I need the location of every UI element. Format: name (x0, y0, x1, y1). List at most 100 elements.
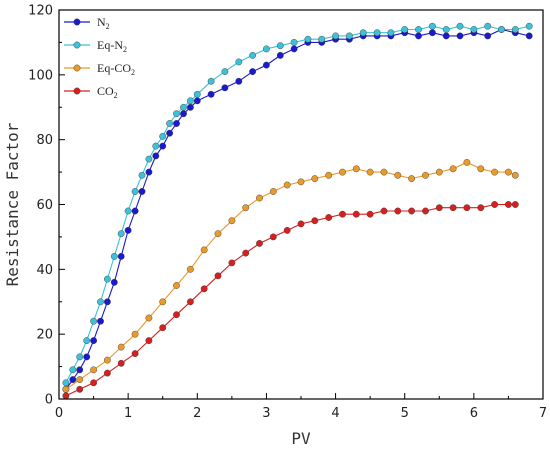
data-point (511, 26, 519, 33)
data-point (138, 188, 146, 195)
legend-label: Eq-N2 (97, 38, 127, 54)
data-point (228, 217, 236, 225)
legend-label: CO2 (97, 84, 118, 100)
data-point (477, 204, 485, 212)
data-point (311, 175, 319, 183)
data-point (76, 353, 84, 361)
data-point (449, 165, 457, 173)
data-point (283, 181, 291, 189)
data-point (152, 142, 160, 150)
data-point (207, 90, 215, 98)
data-point (235, 77, 243, 85)
data-point (131, 350, 139, 357)
data-point (76, 385, 84, 393)
data-point (90, 366, 98, 374)
data-point (76, 376, 84, 383)
data-point (304, 35, 312, 43)
legend-marker (73, 87, 81, 95)
data-point (428, 29, 436, 37)
data-point (525, 32, 533, 40)
data-point (200, 285, 208, 293)
data-point (269, 188, 277, 195)
series-0 (62, 26, 533, 393)
y-tick-label: 40 (36, 263, 53, 278)
x-tick-label: 3 (262, 406, 270, 421)
data-point (401, 26, 409, 33)
legend-entry: N2 (64, 15, 110, 31)
data-point (359, 29, 367, 37)
data-point (463, 158, 471, 166)
data-point (442, 26, 450, 33)
x-axis-title: PV (291, 429, 311, 448)
legend-label: Eq-CO2 (97, 61, 135, 77)
data-point (228, 259, 236, 267)
data-point (470, 26, 478, 33)
legend-entry: Eq-N2 (64, 38, 127, 54)
data-point (325, 171, 333, 179)
data-point (83, 337, 91, 344)
x-tick-label: 6 (470, 406, 478, 421)
data-point (262, 61, 270, 69)
data-point (186, 97, 194, 105)
data-point (131, 330, 139, 338)
series-line (65, 203, 516, 397)
x-tick-label: 0 (55, 406, 63, 421)
data-point (76, 366, 84, 374)
data-point (145, 168, 153, 176)
legend-marker (73, 41, 81, 49)
series-3 (62, 201, 519, 400)
data-point (242, 249, 250, 257)
data-point (352, 210, 360, 218)
data-point (159, 324, 167, 332)
series-line (65, 161, 516, 390)
x-tick-label: 4 (331, 406, 339, 421)
data-point (200, 246, 208, 254)
data-point (325, 214, 333, 221)
data-point (193, 97, 201, 105)
data-point (62, 392, 70, 400)
data-point (104, 275, 111, 283)
data-point (145, 155, 153, 163)
data-point (290, 45, 298, 53)
data-point (394, 171, 402, 179)
data-point (484, 22, 492, 30)
legend-entry: Eq-CO2 (64, 61, 135, 77)
ticks-layer: 0 1 2 3 4 5 6 7 0 20 40 60 80 100 120 (28, 4, 547, 422)
data-point (380, 207, 388, 215)
data-point (97, 317, 104, 325)
series-1 (62, 22, 533, 387)
data-point (249, 68, 257, 76)
y-tick-label: 20 (36, 328, 53, 343)
data-point (145, 314, 153, 322)
data-point (90, 317, 98, 325)
data-point (422, 171, 429, 179)
y-axis-title: Resistance Factor (3, 122, 22, 286)
data-point (173, 120, 180, 127)
data-point (332, 32, 339, 40)
data-point (449, 204, 457, 212)
data-point (297, 178, 305, 186)
data-point (152, 152, 160, 160)
data-point (339, 210, 346, 218)
data-point (131, 207, 139, 215)
series-layer (62, 22, 533, 400)
data-point (484, 32, 492, 40)
data-point (214, 230, 222, 238)
data-point (117, 343, 125, 351)
data-point (456, 22, 464, 30)
data-point (408, 175, 415, 183)
data-point (311, 217, 319, 225)
y-tick-label: 60 (36, 198, 53, 213)
data-point (180, 103, 187, 111)
data-point (145, 337, 153, 344)
data-point (290, 39, 298, 46)
data-point (387, 29, 395, 37)
legend-label: N2 (97, 15, 110, 31)
x-tick-label: 7 (539, 406, 547, 421)
data-point (276, 42, 284, 50)
data-point (62, 385, 70, 393)
series-2 (62, 158, 519, 393)
legend: N2 Eq-N2 Eq-CO2 CO2 (64, 15, 135, 100)
data-point (366, 168, 374, 176)
data-point (345, 32, 353, 40)
